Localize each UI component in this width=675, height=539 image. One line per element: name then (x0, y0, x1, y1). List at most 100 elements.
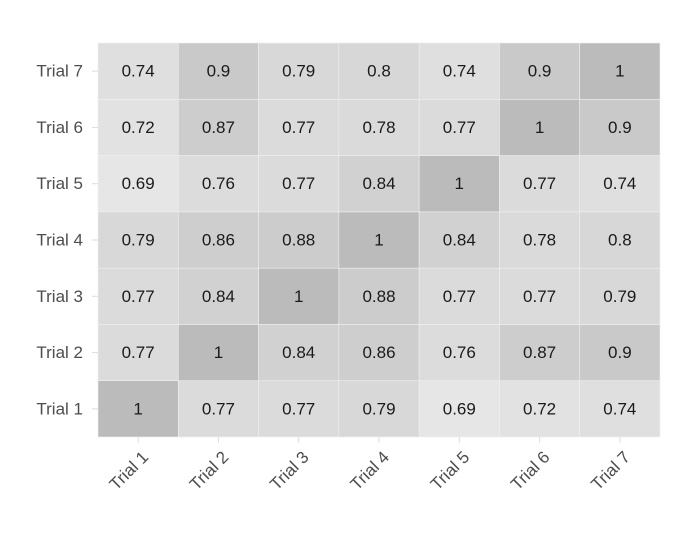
cell (579, 267, 661, 325)
cell-label: 0.74 (443, 62, 476, 81)
cell (499, 380, 581, 438)
cell-label: 0.9 (528, 62, 552, 81)
cell-label: 0.77 (122, 343, 155, 362)
x-tick-label: Trial 4 (347, 448, 393, 494)
cell-label: 0.74 (122, 62, 155, 81)
cell-label: 1 (615, 62, 624, 81)
cell (418, 42, 500, 100)
cell-label: 0.8 (367, 62, 391, 81)
cell-label: 1 (374, 230, 383, 249)
cell-label: 0.84 (282, 343, 315, 362)
cell (177, 211, 259, 269)
x-tick-label: Trial 3 (266, 448, 312, 494)
x-tick-label: Trial 2 (186, 448, 232, 494)
cell (499, 98, 581, 156)
cell-label: 0.84 (443, 230, 476, 249)
cell-label: 0.77 (122, 287, 155, 306)
cell-label: 0.87 (523, 343, 556, 362)
cell-label: 1 (535, 118, 544, 137)
cell (499, 155, 581, 213)
cell (338, 380, 420, 438)
cell (97, 42, 179, 100)
cell (579, 211, 661, 269)
cell (258, 267, 340, 325)
y-tick-label: Trial 6 (36, 118, 83, 137)
cell-label: 0.84 (362, 174, 395, 193)
y-tick-label: Trial 3 (36, 287, 83, 306)
cell-label: 0.88 (282, 230, 315, 249)
cell-label: 0.88 (362, 287, 395, 306)
cell-label: 0.79 (122, 230, 155, 249)
cell (499, 211, 581, 269)
cell-label: 0.69 (122, 174, 155, 193)
cell-label: 0.77 (282, 174, 315, 193)
cell (97, 267, 179, 325)
cell (418, 324, 500, 382)
cell (177, 98, 259, 156)
cell (338, 267, 420, 325)
cell-label: 0.76 (202, 174, 235, 193)
y-tick-label: Trial 7 (36, 62, 83, 81)
cell-label: 0.77 (443, 118, 476, 137)
cell (258, 98, 340, 156)
cell (97, 380, 179, 438)
cell-label: 1 (133, 399, 142, 418)
cell-label: 0.77 (282, 118, 315, 137)
cell-label: 0.78 (523, 230, 556, 249)
x-tick-label: Trial 5 (427, 448, 473, 494)
cell-label: 0.77 (523, 287, 556, 306)
cell-label: 0.86 (202, 230, 235, 249)
x-tick-label: Trial 1 (106, 448, 152, 494)
cell (499, 267, 581, 325)
cell (97, 155, 179, 213)
cell-label: 0.76 (443, 343, 476, 362)
cell (499, 42, 581, 100)
cell-label: 0.77 (282, 399, 315, 418)
cell-label: 0.77 (443, 287, 476, 306)
cell (418, 98, 500, 156)
cell-label: 0.69 (443, 399, 476, 418)
cell-label: 0.87 (202, 118, 235, 137)
y-tick-label: Trial 4 (36, 230, 83, 249)
cell-label: 0.84 (202, 287, 235, 306)
cell-label: 0.9 (207, 62, 231, 81)
cell (579, 42, 661, 100)
cell (97, 98, 179, 156)
cell (418, 380, 500, 438)
cell-label: 1 (214, 343, 223, 362)
cell (579, 98, 661, 156)
y-tick-label: Trial 1 (36, 399, 83, 418)
cell-label: 0.9 (608, 343, 632, 362)
cell-label: 0.72 (523, 399, 556, 418)
cell (579, 155, 661, 213)
y-tick-label: Trial 5 (36, 174, 83, 193)
cell (418, 267, 500, 325)
cell-label: 0.8 (608, 230, 632, 249)
cell-label: 0.74 (603, 174, 636, 193)
cell-label: 1 (455, 174, 464, 193)
cell-label: 0.77 (202, 399, 235, 418)
cell-label: 0.79 (603, 287, 636, 306)
cell (258, 324, 340, 382)
cell-label: 0.78 (362, 118, 395, 137)
cell-label: 0.74 (603, 399, 636, 418)
y-tick-label: Trial 2 (36, 343, 83, 362)
cell (177, 267, 259, 325)
cell-label: 1 (294, 287, 303, 306)
cell (177, 380, 259, 438)
cell-label: 0.79 (282, 62, 315, 81)
cell (177, 324, 259, 382)
cell (338, 211, 420, 269)
cell-label: 0.86 (362, 343, 395, 362)
cell-label: 0.77 (523, 174, 556, 193)
x-tick-label: Trial 6 (507, 448, 553, 494)
cell (97, 324, 179, 382)
cell (499, 324, 581, 382)
cell (258, 42, 340, 100)
x-tick-label: Trial 7 (587, 448, 633, 494)
cell (338, 42, 420, 100)
cell-label: 0.9 (608, 118, 632, 137)
cell-label: 0.72 (122, 118, 155, 137)
